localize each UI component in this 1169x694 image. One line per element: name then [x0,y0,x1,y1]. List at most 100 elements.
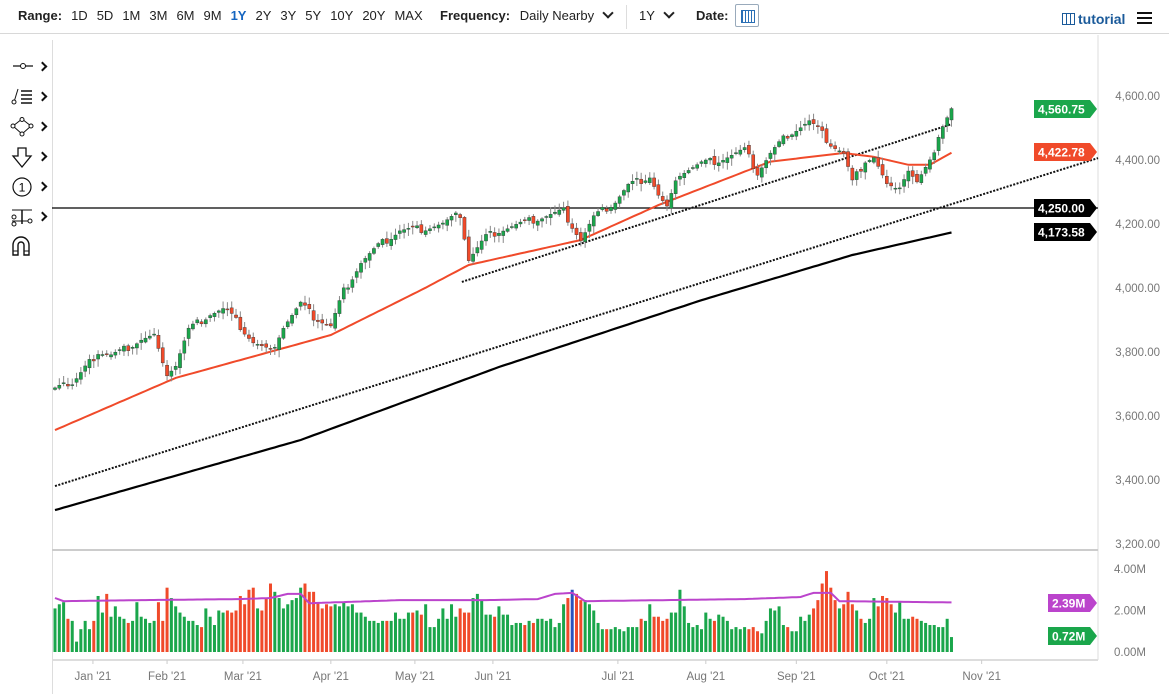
candle-body [333,313,337,329]
candle [182,337,187,361]
frequency-value[interactable]: Daily Nearby [519,8,595,23]
candle-body [635,178,639,180]
volume-bar [230,612,234,652]
candle [518,218,523,228]
calendar-icon [741,10,755,23]
candle-body [501,230,506,236]
svg-text:1: 1 [19,181,26,195]
candle-body [264,343,268,348]
price-tag: 4,250.00 [1034,199,1097,217]
volume-bar [618,629,622,652]
candle-body [613,202,618,210]
candle-body [380,239,385,245]
candle [811,113,816,131]
volume-bar [290,600,294,652]
crosshair-tool[interactable] [10,57,48,79]
range-max[interactable]: MAX [394,8,423,23]
candle [66,377,70,390]
tutorial-link[interactable]: tutorial [1062,11,1125,27]
price-tag-bg [1034,100,1097,118]
candle [928,156,932,173]
hamburger-menu-icon[interactable] [1137,12,1152,24]
candle-body [130,347,135,349]
candle [113,349,118,359]
volume-tag-label: 2.39M [1052,597,1085,611]
candle [428,224,432,234]
volume-bar [156,602,160,652]
candle [87,354,92,375]
candle-body [109,354,113,358]
candle-body [91,359,96,362]
candle-body [100,354,105,356]
range-5y[interactable]: 5Y [305,8,322,23]
candle [574,222,579,240]
range-1d[interactable]: 1D [71,8,88,23]
volume-bar [695,625,699,652]
volume-bar [480,600,484,652]
range-2y[interactable]: 2Y [255,8,272,23]
calendar-button[interactable] [735,4,759,27]
candle [130,345,135,355]
candle-body [600,207,605,210]
candle-body [337,300,342,314]
range-3m[interactable]: 3M [149,8,168,23]
candle [734,147,738,156]
candle-body [548,214,553,218]
candle-body [915,173,919,183]
volume-bar [756,631,760,652]
candle [686,167,691,175]
range-6m[interactable]: 6M [176,8,195,23]
shapes-tool[interactable] [10,117,48,139]
volume-bar [652,616,656,652]
range-1y[interactable]: 1Y [230,8,247,23]
volume-bar [212,625,216,652]
candle [341,283,346,303]
candle-body [691,167,695,169]
volume-bar [721,616,725,652]
price-tick-label: 3,400.00 [1115,475,1160,487]
volume-bar [62,602,66,652]
candle [298,300,303,311]
range-5d[interactable]: 5D [96,8,114,23]
price-tag: 4,422.78 [1034,143,1097,161]
candle [178,349,182,375]
candle [531,214,536,229]
candle [96,350,100,367]
candle-body [316,319,320,322]
volume-bar [243,604,247,652]
range-1m[interactable]: 1M [122,8,141,23]
candle-body [122,345,126,352]
candle-body [880,164,885,176]
trend-line-tool[interactable] [10,87,48,109]
volume-bar [600,629,604,652]
candle [329,318,333,328]
range-20y[interactable]: 20Y [362,8,386,23]
period-dropdown[interactable]: 1Y [639,7,675,23]
range-3y[interactable]: 3Y [280,8,297,23]
number-marker-tool[interactable]: 1 [10,177,48,199]
range-10y[interactable]: 10Y [330,8,354,23]
frequency-selector[interactable]: Frequency: Daily Nearby [440,7,614,23]
range-9m[interactable]: 9M [203,8,222,23]
candle [522,216,527,224]
candle-body [803,123,807,126]
volume-bar [807,614,811,652]
candle [587,219,592,239]
period-value[interactable]: 1Y [639,8,655,23]
candle [803,117,807,131]
volume-bar [885,598,889,652]
magnet-tool[interactable] [10,235,48,257]
price-tag: 4,173.58 [1034,223,1097,241]
arrow-annotation-tool[interactable] [10,147,48,169]
candle [557,203,562,217]
candle [824,123,829,145]
candle [583,228,587,248]
candle [880,157,885,179]
volume-bar [566,598,570,652]
candle [945,115,949,133]
fibonacci-tool[interactable] [10,207,48,229]
candle-body [372,248,376,254]
volume-bar [484,614,488,652]
candle-body [725,157,730,163]
